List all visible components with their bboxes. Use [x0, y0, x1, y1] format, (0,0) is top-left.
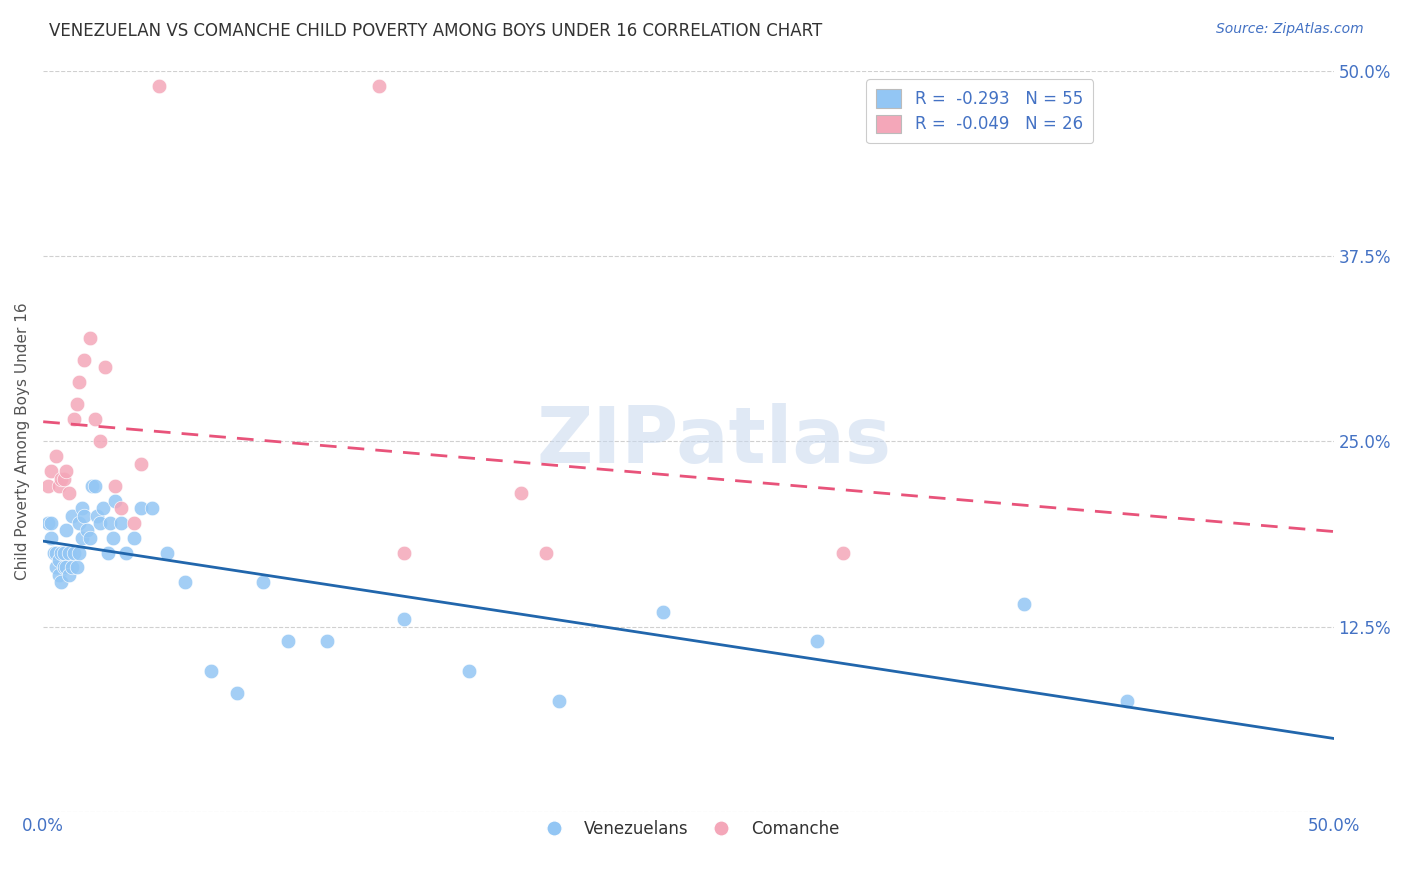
Point	[316, 634, 339, 648]
Point	[76, 524, 98, 538]
Point	[101, 531, 124, 545]
Point	[110, 516, 132, 530]
Point	[79, 331, 101, 345]
Point	[394, 612, 416, 626]
Point	[82, 479, 104, 493]
Text: Source: ZipAtlas.com: Source: ZipAtlas.com	[1216, 22, 1364, 37]
Point	[89, 434, 111, 449]
Point	[60, 508, 83, 523]
Point	[832, 545, 855, 559]
Point	[66, 560, 89, 574]
Point	[37, 516, 59, 530]
Point	[104, 479, 127, 493]
Point	[42, 545, 65, 559]
Point	[98, 516, 121, 530]
Point	[55, 560, 77, 574]
Point	[79, 531, 101, 545]
Point	[89, 516, 111, 530]
Point	[52, 471, 75, 485]
Point	[63, 545, 86, 559]
Point	[141, 501, 163, 516]
Point	[73, 353, 96, 368]
Point	[97, 545, 120, 559]
Point	[55, 524, 77, 538]
Point	[156, 545, 179, 559]
Point	[1012, 598, 1035, 612]
Point	[200, 664, 222, 678]
Point	[1116, 694, 1139, 708]
Point	[55, 464, 77, 478]
Point	[58, 545, 80, 559]
Point	[70, 501, 93, 516]
Point	[58, 486, 80, 500]
Point	[225, 686, 247, 700]
Point	[58, 567, 80, 582]
Point	[104, 493, 127, 508]
Point	[367, 78, 389, 93]
Y-axis label: Child Poverty Among Boys Under 16: Child Poverty Among Boys Under 16	[15, 302, 30, 581]
Point	[651, 605, 673, 619]
Point	[45, 545, 67, 559]
Point	[83, 479, 105, 493]
Point	[94, 360, 117, 375]
Point	[60, 560, 83, 574]
Text: VENEZUELAN VS COMANCHE CHILD POVERTY AMONG BOYS UNDER 16 CORRELATION CHART: VENEZUELAN VS COMANCHE CHILD POVERTY AMO…	[49, 22, 823, 40]
Point	[51, 545, 73, 559]
Point	[66, 397, 89, 411]
Point	[91, 501, 114, 516]
Point	[83, 412, 105, 426]
Point	[67, 375, 90, 389]
Point	[110, 501, 132, 516]
Point	[114, 545, 136, 559]
Text: ZIPatlas: ZIPatlas	[537, 403, 891, 480]
Point	[37, 479, 59, 493]
Point	[45, 450, 67, 464]
Point	[394, 545, 416, 559]
Point	[51, 575, 73, 590]
Point	[63, 412, 86, 426]
Point	[67, 516, 90, 530]
Point	[277, 634, 299, 648]
Point	[52, 560, 75, 574]
Point	[52, 545, 75, 559]
Point	[122, 531, 145, 545]
Point	[39, 464, 62, 478]
Point	[48, 553, 70, 567]
Point	[129, 501, 152, 516]
Point	[458, 664, 481, 678]
Point	[548, 694, 571, 708]
Point	[148, 78, 170, 93]
Point	[67, 545, 90, 559]
Point	[509, 486, 531, 500]
Point	[73, 508, 96, 523]
Point	[174, 575, 197, 590]
Point	[48, 479, 70, 493]
Point	[39, 516, 62, 530]
Point	[48, 567, 70, 582]
Legend: Venezuelans, Comanche: Venezuelans, Comanche	[530, 813, 846, 845]
Point	[252, 575, 274, 590]
Point	[129, 457, 152, 471]
Point	[51, 471, 73, 485]
Point	[86, 508, 108, 523]
Point	[39, 531, 62, 545]
Point	[806, 634, 828, 648]
Point	[122, 516, 145, 530]
Point	[45, 560, 67, 574]
Point	[70, 531, 93, 545]
Point	[536, 545, 558, 559]
